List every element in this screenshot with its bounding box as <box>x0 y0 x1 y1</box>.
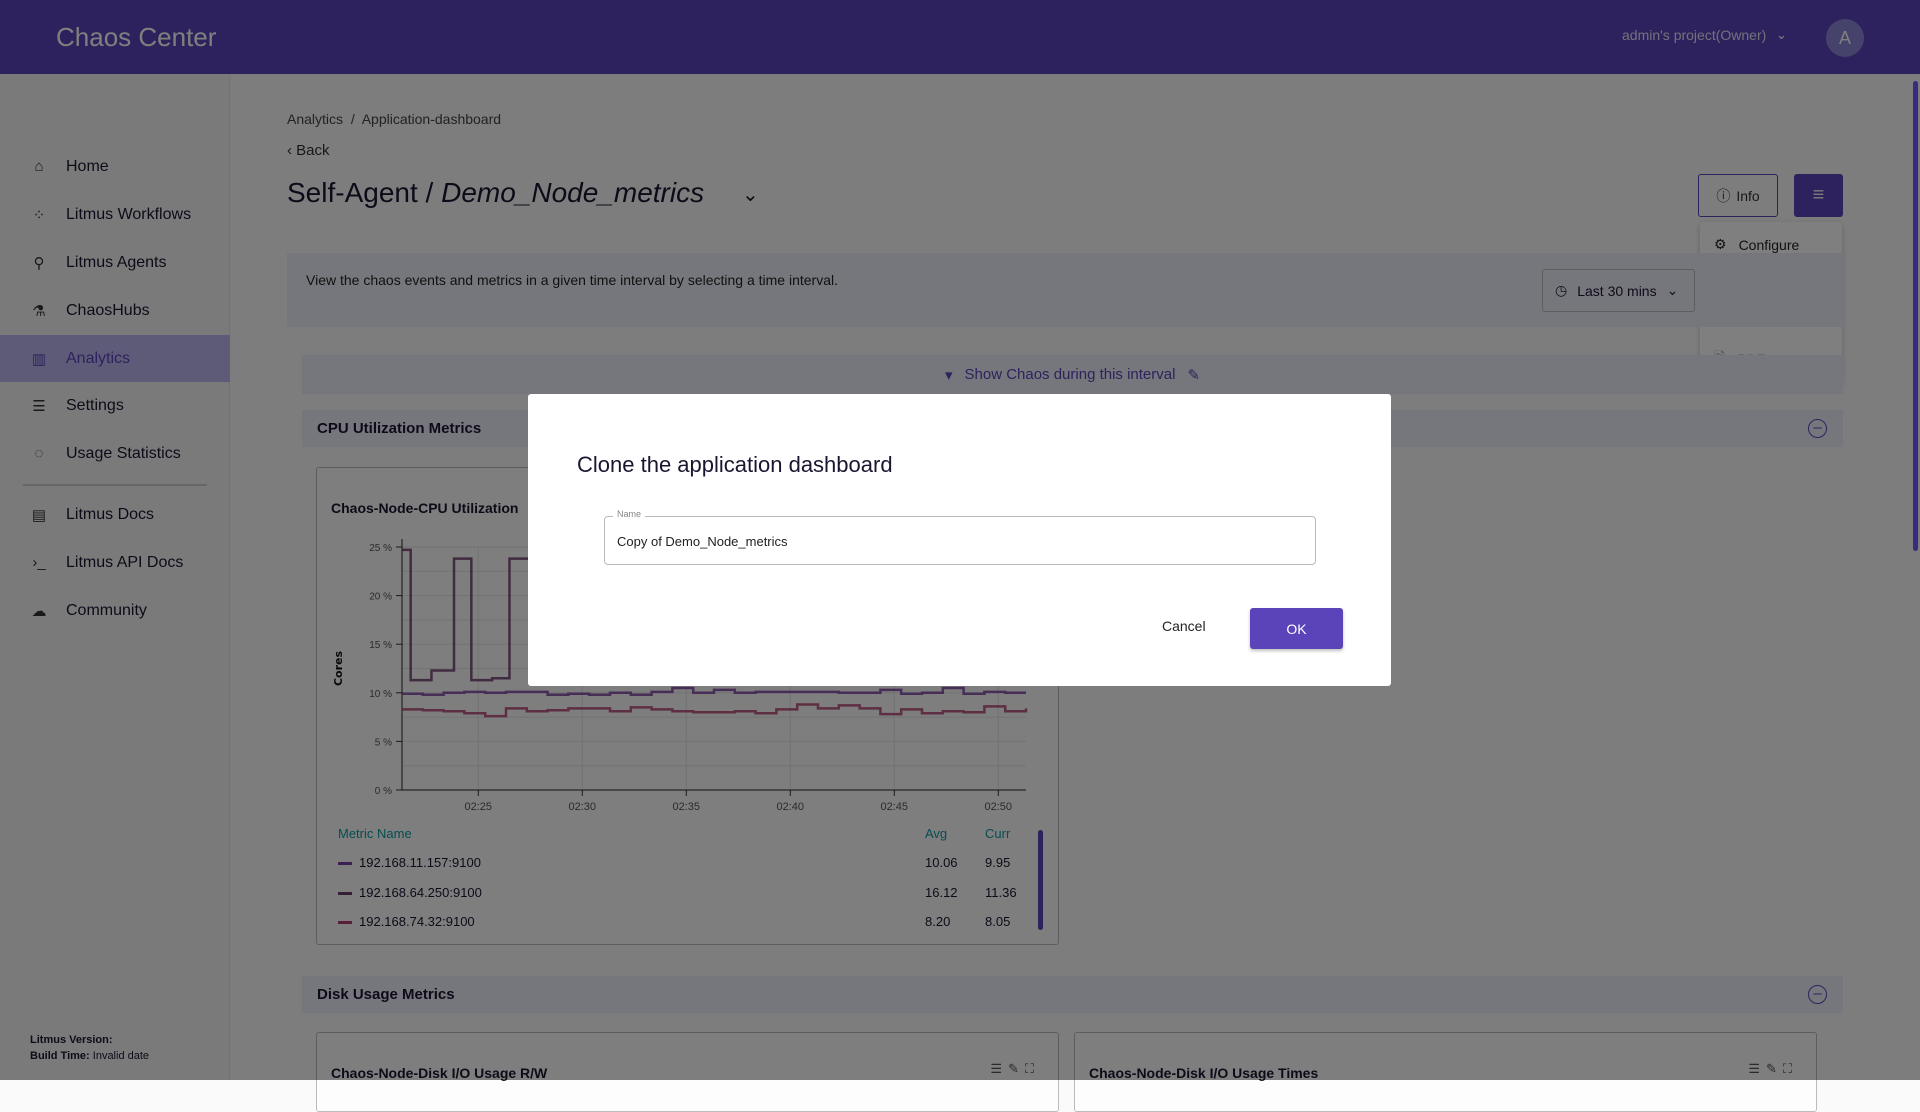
name-label: Name <box>613 509 646 519</box>
ok-button[interactable]: OK <box>1250 608 1343 649</box>
name-input[interactable]: Name Copy of Demo_Node_metrics <box>604 509 1316 565</box>
page-scrollbar[interactable] <box>1913 81 1918 551</box>
clone-dialog: Clone the application dashboard Name Cop… <box>528 394 1391 686</box>
dialog-title: Clone the application dashboard <box>577 452 893 477</box>
cancel-button[interactable]: Cancel <box>1162 618 1206 634</box>
name-value[interactable]: Copy of Demo_Node_metrics <box>617 534 788 549</box>
